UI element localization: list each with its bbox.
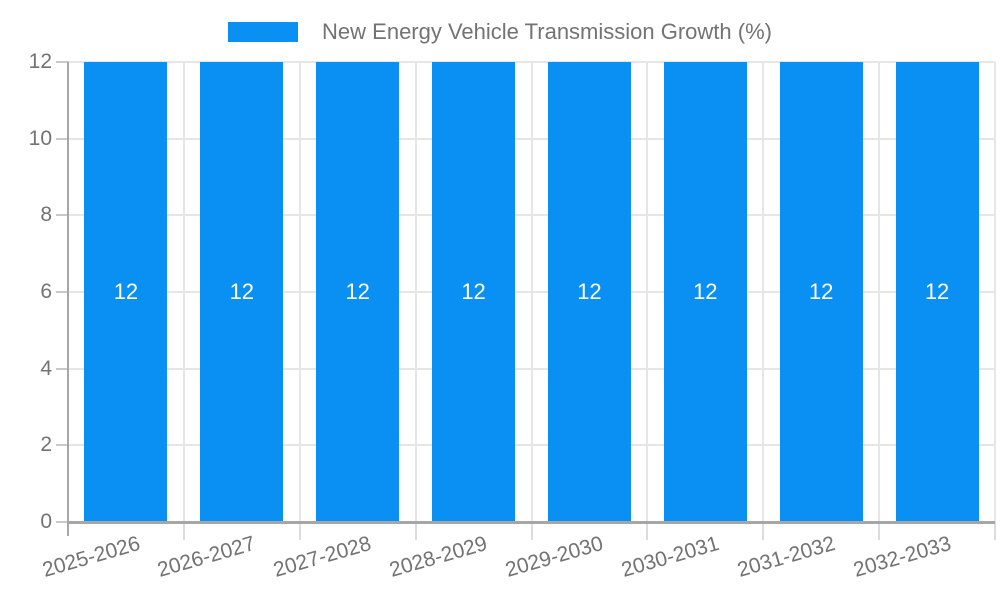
grid-line-vertical	[878, 62, 881, 522]
grid-line-vertical	[530, 62, 533, 522]
x-axis-line	[67, 521, 995, 524]
bar-value-label: 12	[808, 279, 834, 304]
y-axis-tick-label: 4	[40, 356, 52, 380]
bar-2031-2032[interactable]: 12	[779, 62, 863, 522]
y-axis-tick-label: 6	[40, 280, 52, 303]
bar-2030-2031[interactable]: 12	[663, 62, 747, 522]
y-axis-line	[67, 62, 69, 522]
y-tick-mark	[56, 137, 68, 140]
bar-2029-2030[interactable]: 12	[547, 62, 631, 522]
grid-line-vertical	[182, 62, 185, 522]
x-axis-tick-label: 2025-2026	[39, 532, 143, 582]
bar-2028-2029[interactable]: 12	[432, 62, 516, 522]
y-axis-tick-label: 2	[40, 433, 52, 457]
bar-2027-2028[interactable]: 12	[316, 62, 400, 522]
y-tick-mark	[56, 444, 68, 447]
x-tick-mark	[646, 522, 649, 540]
legend-item[interactable]: New Energy Vehicle Transmission Growth (…	[0, 19, 1000, 44]
grid-line-vertical	[414, 62, 417, 522]
grid-line-vertical	[646, 62, 649, 522]
x-tick-mark	[530, 522, 533, 540]
y-axis-tick-label: 12	[28, 50, 52, 73]
y-axis-tick-label: 0	[40, 510, 52, 533]
grid-line-vertical	[762, 62, 765, 522]
bar-value-label: 12	[924, 279, 950, 304]
x-tick-mark	[994, 522, 996, 540]
x-axis-tick-label: 2028-2029	[387, 532, 490, 582]
x-axis-tick-label: 2026-2027	[155, 532, 259, 582]
x-tick-mark	[298, 522, 301, 540]
y-tick-mark	[56, 521, 68, 523]
x-axis-tick-label: 2030-2031	[618, 532, 722, 582]
x-axis-tick-label: 2031-2032	[734, 532, 838, 582]
grid-line-vertical	[298, 62, 301, 522]
bar-value-label: 12	[461, 279, 486, 304]
x-tick-mark	[878, 522, 881, 540]
y-axis-tick-label: 8	[40, 203, 52, 227]
bar-value-label: 12	[577, 279, 602, 304]
bar-value-label: 12	[229, 279, 255, 304]
x-tick-mark	[414, 522, 417, 540]
bar-2026-2027[interactable]: 12	[200, 62, 284, 522]
grid-line-vertical	[994, 62, 996, 522]
x-axis-tick-label: 2027-2028	[271, 532, 375, 582]
bar-value-label: 12	[113, 279, 139, 304]
y-tick-mark	[56, 214, 68, 217]
y-tick-mark	[56, 291, 68, 293]
x-axis-tick-label: 2029-2030	[502, 532, 606, 582]
x-tick-mark	[762, 522, 765, 540]
y-axis-tick-label: 10	[28, 126, 52, 150]
y-tick-mark	[56, 61, 68, 63]
y-tick-mark	[56, 367, 68, 370]
bar-2025-2026[interactable]: 12	[84, 62, 168, 522]
x-tick-mark	[182, 522, 185, 540]
bar-2032-2033[interactable]: 12	[895, 62, 979, 522]
x-tick-mark	[67, 522, 69, 536]
legend-swatch	[228, 22, 299, 42]
bar-value-label: 12	[693, 279, 718, 304]
legend-label: New Energy Vehicle Transmission Growth (…	[322, 19, 772, 44]
x-axis-tick-label: 2032-2033	[850, 532, 954, 582]
bar-value-label: 12	[345, 279, 370, 304]
